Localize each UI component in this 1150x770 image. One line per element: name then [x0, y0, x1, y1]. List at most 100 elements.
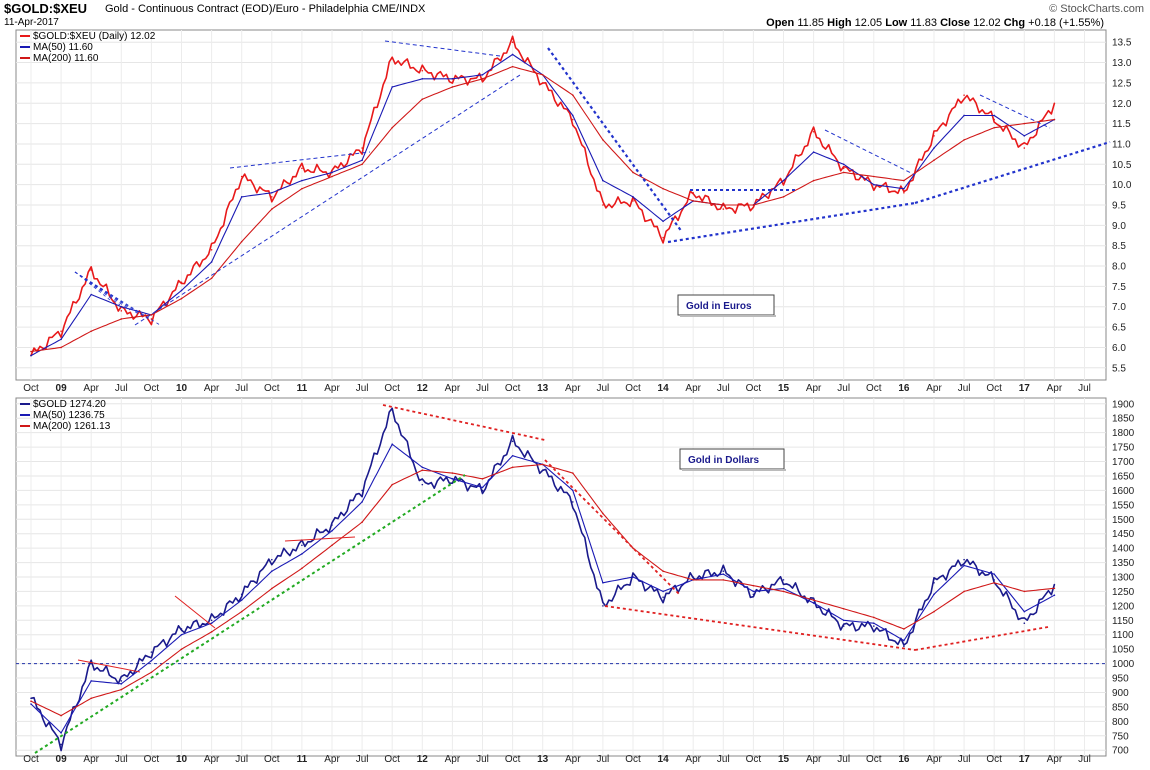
data-point	[812, 130, 815, 133]
x-tick-label: Oct	[505, 754, 521, 765]
data-point	[782, 179, 785, 182]
data-point	[331, 530, 333, 532]
x-axis: Oct 09 Apr Jul Oct 10 Apr Jul Oct 11 Apr Jul Oct 12 Ap…	[23, 754, 1091, 765]
data-point	[842, 619, 845, 622]
data-point	[752, 204, 755, 206]
x-tick-label: Jul	[356, 383, 369, 394]
data-point	[602, 581, 604, 584]
data-point	[903, 645, 905, 648]
x-tick-label: Apr	[565, 383, 581, 394]
x-tick-label: Jul	[356, 754, 369, 765]
x-tick-label: Oct	[384, 383, 400, 394]
data-point	[391, 443, 394, 445]
y-tick-label: 1800	[1112, 428, 1135, 439]
open-value: 11.85	[797, 17, 825, 29]
data-point	[662, 590, 664, 593]
x-tick-label: 15	[778, 383, 790, 394]
data-point	[903, 628, 905, 630]
data-point	[812, 602, 815, 604]
y-tick-label: 900	[1112, 688, 1129, 699]
data-point	[1053, 583, 1056, 586]
y-axis: 700 750 800 850 900 950 1000 1050 1100 1150 1200 12…	[1112, 399, 1135, 756]
data-point	[511, 41, 514, 44]
data-point	[963, 114, 965, 117]
data-point	[120, 688, 123, 691]
y-tick-label: 12.0	[1112, 99, 1132, 110]
x-tick-label: 17	[1019, 754, 1031, 765]
data-point	[511, 466, 514, 469]
y-tick-label: 9.0	[1112, 221, 1126, 232]
data-point	[632, 171, 634, 174]
data-point	[361, 163, 363, 166]
x-tick-label: 12	[417, 383, 429, 394]
data-point	[963, 558, 965, 561]
data-point	[90, 662, 92, 665]
x-tick-label: Apr	[685, 754, 701, 765]
chart-header: $GOLD:$XEU Gold - Continuous Contract (E…	[2, 0, 1148, 30]
x-tick-label: 11	[297, 754, 308, 765]
data-point	[451, 78, 454, 80]
y-tick-label: 7.0	[1112, 302, 1126, 313]
data-point	[722, 208, 725, 210]
data-point	[481, 73, 484, 76]
data-point	[90, 697, 92, 700]
legend-entry: MA(200) 11.60	[33, 53, 99, 64]
x-tick-label: 13	[537, 383, 549, 394]
data-point	[1053, 587, 1056, 590]
data-point	[180, 281, 183, 284]
x-tick-label: Jul	[717, 383, 730, 394]
x-tick-label: 09	[56, 383, 68, 394]
data-point	[1053, 118, 1056, 121]
y-tick-label: 1550	[1112, 500, 1135, 511]
data-point	[812, 599, 815, 601]
y-tick-label: 1750	[1112, 443, 1135, 454]
y-tick-label: 11.0	[1112, 139, 1131, 150]
y-tick-label: 1150	[1112, 616, 1134, 627]
high-value: 12.05	[854, 17, 883, 29]
data-point	[602, 204, 604, 206]
data-point	[873, 175, 875, 178]
data-point	[692, 200, 694, 202]
data-point	[120, 683, 123, 685]
data-point	[662, 596, 664, 599]
trendline-dollar-base	[914, 626, 1049, 651]
annotation-shadow	[680, 315, 776, 317]
legend-entry: $GOLD 1274.20	[33, 399, 106, 410]
data-point	[240, 599, 243, 601]
fan-line	[74, 271, 131, 311]
data-point	[511, 65, 514, 68]
data-point	[180, 297, 183, 300]
data-point	[933, 147, 935, 149]
x-tick-label: Oct	[264, 383, 280, 394]
x-tick-label: 10	[176, 754, 188, 765]
y-tick-label: 9.5	[1112, 201, 1126, 212]
annotation-shadow	[682, 469, 786, 471]
close-label: Close	[940, 17, 971, 29]
y-tick-label: 6.0	[1112, 343, 1126, 354]
trendline-euro	[979, 94, 1051, 129]
y-tick-label: 13.5	[1112, 38, 1132, 49]
x-tick-label: Apr	[445, 383, 461, 394]
legend-entry: MA(50) 11.60	[33, 42, 93, 53]
data-point	[150, 651, 153, 653]
stockcharts-watermark[interactable]: © StockCharts.com	[1049, 3, 1144, 15]
symbol-description: Gold - Continuous Contract (EOD)/Euro - …	[105, 3, 426, 15]
data-point	[361, 147, 363, 149]
y-tick-label: 1600	[1112, 486, 1135, 497]
data-point	[662, 570, 664, 573]
data-point	[421, 483, 424, 486]
data-point	[481, 78, 484, 80]
annotation-label: Gold in Euros	[686, 301, 752, 312]
data-point	[421, 69, 424, 72]
x-tick-label: Oct	[625, 754, 641, 765]
high-label: High	[827, 17, 852, 29]
data-point	[210, 248, 213, 251]
data-point	[903, 187, 905, 190]
x-tick-label: Apr	[204, 754, 220, 765]
data-point	[120, 680, 123, 682]
data-point	[993, 579, 995, 581]
symbol-title: $GOLD:$XEU	[4, 1, 88, 16]
data-point	[391, 408, 394, 411]
data-point	[632, 547, 634, 549]
